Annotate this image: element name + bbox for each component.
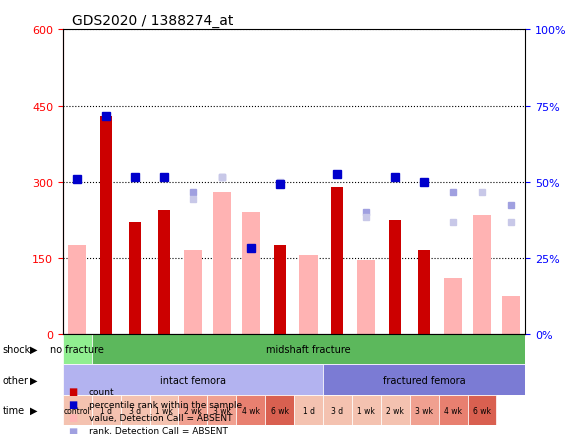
- Bar: [274, 246, 286, 334]
- FancyBboxPatch shape: [178, 395, 207, 425]
- Text: 2 wk: 2 wk: [184, 406, 202, 414]
- Text: value, Detection Call = ABSENT: value, Detection Call = ABSENT: [89, 413, 232, 422]
- Bar: [184, 250, 202, 334]
- Text: percentile rank within the sample: percentile rank within the sample: [89, 400, 242, 409]
- FancyBboxPatch shape: [439, 395, 468, 425]
- Text: 3 wk: 3 wk: [213, 406, 231, 414]
- Bar: [418, 250, 430, 334]
- Text: count: count: [89, 387, 114, 396]
- Text: 3 d: 3 d: [129, 406, 141, 414]
- Text: shock: shock: [3, 345, 31, 354]
- Text: rank, Detection Call = ABSENT: rank, Detection Call = ABSENT: [89, 426, 227, 434]
- FancyBboxPatch shape: [352, 395, 381, 425]
- Bar: [502, 296, 520, 334]
- Text: 1 d: 1 d: [100, 406, 112, 414]
- Bar: [158, 210, 170, 334]
- Text: ▶: ▶: [30, 345, 37, 354]
- Text: ▶: ▶: [30, 405, 37, 415]
- Bar: [242, 213, 260, 334]
- Text: intact femora: intact femora: [160, 375, 226, 385]
- Text: 3 wk: 3 wk: [415, 406, 433, 414]
- FancyBboxPatch shape: [92, 334, 525, 365]
- Text: 1 wk: 1 wk: [357, 406, 375, 414]
- Text: ■: ■: [69, 400, 78, 409]
- Text: ■: ■: [69, 413, 78, 422]
- Bar: [68, 246, 86, 334]
- Bar: [331, 187, 344, 334]
- FancyBboxPatch shape: [63, 334, 92, 365]
- Text: 4 wk: 4 wk: [242, 406, 260, 414]
- FancyBboxPatch shape: [150, 395, 178, 425]
- Text: no fracture: no fracture: [50, 345, 104, 354]
- Text: 1 d: 1 d: [303, 406, 315, 414]
- FancyBboxPatch shape: [294, 395, 323, 425]
- Text: 3 d: 3 d: [331, 406, 344, 414]
- FancyBboxPatch shape: [323, 365, 525, 395]
- Text: 1 wk: 1 wk: [155, 406, 173, 414]
- FancyBboxPatch shape: [381, 395, 410, 425]
- Text: 6 wk: 6 wk: [271, 406, 288, 414]
- FancyBboxPatch shape: [468, 395, 496, 425]
- Text: control: control: [64, 406, 91, 414]
- Bar: [473, 215, 491, 334]
- Bar: [129, 223, 141, 334]
- Text: fractured femora: fractured femora: [383, 375, 465, 385]
- Bar: [444, 279, 462, 334]
- Text: ▶: ▶: [30, 375, 37, 385]
- FancyBboxPatch shape: [63, 365, 323, 395]
- FancyBboxPatch shape: [410, 395, 439, 425]
- Bar: [389, 220, 401, 334]
- Bar: [212, 192, 231, 334]
- FancyBboxPatch shape: [236, 395, 265, 425]
- Bar: [299, 256, 317, 334]
- Text: 4 wk: 4 wk: [444, 406, 462, 414]
- Text: 2 wk: 2 wk: [387, 406, 404, 414]
- FancyBboxPatch shape: [207, 395, 236, 425]
- Text: GDS2020 / 1388274_at: GDS2020 / 1388274_at: [72, 14, 234, 28]
- Text: 6 wk: 6 wk: [473, 406, 491, 414]
- Text: time: time: [3, 405, 25, 415]
- FancyBboxPatch shape: [63, 395, 92, 425]
- FancyBboxPatch shape: [323, 395, 352, 425]
- FancyBboxPatch shape: [120, 395, 150, 425]
- Bar: [100, 116, 112, 334]
- FancyBboxPatch shape: [92, 395, 120, 425]
- Text: ■: ■: [69, 426, 78, 434]
- FancyBboxPatch shape: [265, 395, 294, 425]
- Text: other: other: [3, 375, 29, 385]
- Bar: [357, 261, 376, 334]
- Text: ■: ■: [69, 387, 78, 396]
- Text: midshaft fracture: midshaft fracture: [266, 345, 351, 354]
